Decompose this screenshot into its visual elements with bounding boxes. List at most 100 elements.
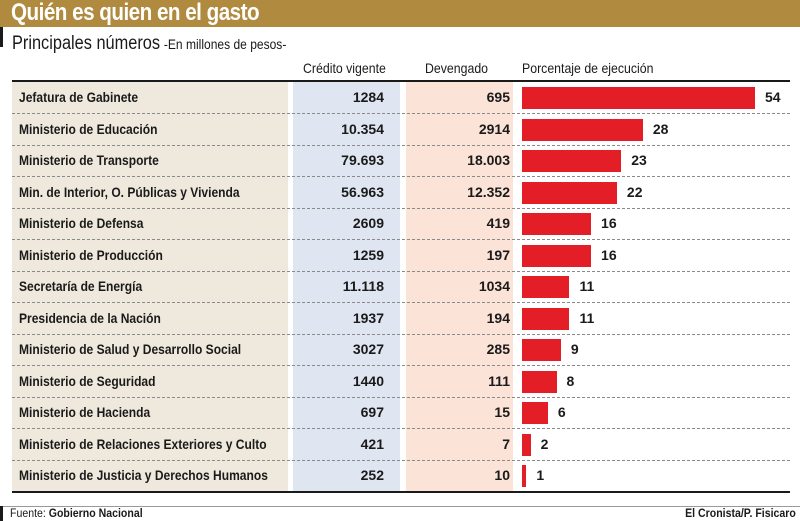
row-name: Ministerio de Transporte <box>19 152 159 168</box>
execution-percent-label: 8 <box>566 372 575 389</box>
table-row: Ministerio de Salud y Desarrollo Social 3… <box>12 334 790 366</box>
source-value: Gobierno Nacional <box>48 506 143 520</box>
subtitle-unit-note: -En millones de pesos- <box>163 36 287 52</box>
execution-bar <box>522 307 570 330</box>
execution-percent-label: 2 <box>540 435 549 452</box>
row-divider <box>12 396 790 398</box>
execution-percent-label: 11 <box>579 278 595 294</box>
row-credito-value: 421 <box>360 435 384 452</box>
row-devengado-value: 18.003 <box>467 152 510 168</box>
execution-bar <box>522 465 527 487</box>
chart-subtitle: Principales números -En millones de peso… <box>12 33 286 55</box>
execution-bar <box>522 402 548 424</box>
execution-percent-label: 22 <box>626 183 643 200</box>
row-devengado-value: 2914 <box>478 120 510 137</box>
table-row: Ministerio de Relaciones Exteriores y Cu… <box>12 429 790 461</box>
execution-bar <box>522 87 755 109</box>
title-bar: Quién es quien en el gasto <box>0 0 800 27</box>
execution-bar <box>522 339 561 361</box>
source-note: Fuente: Gobierno Nacional <box>10 506 143 520</box>
row-divider <box>12 144 790 146</box>
row-name: Ministerio de Justicia y Derechos Humano… <box>19 467 268 483</box>
row-devengado-value: 419 <box>486 215 510 231</box>
row-name: Ministerio de Educación <box>19 120 158 137</box>
row-credito-value: 11.118 <box>342 278 384 294</box>
execution-percent-label: 1 <box>536 467 545 483</box>
row-devengado-value: 12.352 <box>467 183 510 200</box>
row-name: Ministerio de Seguridad <box>19 372 156 389</box>
table-row: Secretaría de Energía 11.118 1034 11 <box>12 271 790 303</box>
execution-bar <box>522 370 557 393</box>
execution-percent-label: 16 <box>601 246 617 263</box>
row-devengado-value: 15 <box>494 404 510 420</box>
row-name: Ministerio de Salud y Desarrollo Social <box>19 341 242 357</box>
table-row: Jefatura de Gabinete 1284 695 54 <box>12 82 790 114</box>
footer-accent-rule <box>0 506 3 521</box>
row-name: Ministerio de Producción <box>19 246 163 263</box>
row-devengado-value: 285 <box>486 341 510 357</box>
row-divider <box>12 333 790 335</box>
execution-bar <box>522 181 617 204</box>
row-divider <box>12 113 790 114</box>
row-divider <box>12 239 790 240</box>
execution-bar <box>522 150 622 172</box>
row-devengado-value: 10 <box>494 467 510 483</box>
row-name: Ministerio de Defensa <box>19 215 144 231</box>
credito-column-background <box>293 82 400 491</box>
devengado-column-background <box>406 82 513 491</box>
credit-note: El Cronista/P. Fisicaro <box>685 506 796 520</box>
column-header-porcentaje: Porcentaje de ejecución <box>522 60 654 76</box>
row-devengado-value: 194 <box>486 309 510 326</box>
row-divider <box>12 207 790 209</box>
table-row: Min. de Interior, O. Públicas y Vivienda… <box>12 177 790 209</box>
row-credito-value: 252 <box>360 467 384 483</box>
table-row: Ministerio de Producción 1259 197 16 <box>12 240 790 272</box>
row-name: Presidencia de la Nación <box>19 309 161 326</box>
row-credito-value: 1259 <box>352 246 384 263</box>
row-credito-value: 56.963 <box>341 183 384 200</box>
name-column-background <box>12 82 288 491</box>
table-top-rule <box>12 80 790 82</box>
row-divider <box>12 459 790 461</box>
row-credito-value: 1284 <box>352 89 384 105</box>
row-credito-value: 10.354 <box>341 120 384 137</box>
execution-percent-label: 9 <box>570 341 579 357</box>
table-row: Ministerio de Defensa 2609 419 16 <box>12 208 790 240</box>
row-credito-value: 1937 <box>352 309 384 326</box>
column-header-devengado: Devengado <box>425 60 489 76</box>
row-credito-value: 3027 <box>352 341 384 357</box>
row-credito-value: 2609 <box>352 215 384 231</box>
source-label: Fuente: <box>10 506 49 520</box>
subtitle-main: Principales números <box>12 33 161 54</box>
table-row: Presidencia de la Nación 1937 194 11 <box>12 303 790 335</box>
chart-title: Quién es quien en el gasto <box>11 0 260 26</box>
row-divider <box>12 302 790 303</box>
execution-bar <box>522 276 570 298</box>
execution-percent-label: 54 <box>765 89 781 105</box>
row-name: Min. de Interior, O. Públicas y Vivienda <box>19 183 240 200</box>
row-divider <box>12 176 790 177</box>
table-bottom-rule <box>12 491 790 493</box>
row-name: Jefatura de Gabinete <box>19 89 139 105</box>
row-credito-value: 697 <box>360 404 384 420</box>
execution-bar <box>522 244 592 267</box>
row-credito-value: 1440 <box>352 372 384 389</box>
left-accent-rule <box>0 27 3 47</box>
row-divider <box>12 428 790 429</box>
row-devengado-value: 111 <box>488 372 510 389</box>
row-devengado-value: 7 <box>502 435 510 452</box>
row-divider <box>12 365 790 366</box>
row-name: Ministerio de Relaciones Exteriores y Cu… <box>19 435 267 452</box>
row-divider <box>12 270 790 272</box>
footer-divider <box>3 506 800 507</box>
table-row: Ministerio de Hacienda 697 15 6 <box>12 397 790 429</box>
row-devengado-value: 197 <box>486 246 510 263</box>
execution-percent-label: 23 <box>631 152 647 168</box>
row-name: Ministerio de Hacienda <box>19 404 151 420</box>
row-devengado-value: 695 <box>486 89 510 105</box>
table-row: Ministerio de Educación 10.354 2914 28 <box>12 114 790 146</box>
execution-bar <box>522 118 643 141</box>
row-name: Secretaría de Energía <box>19 278 143 294</box>
execution-percent-label: 16 <box>601 215 617 231</box>
execution-percent-label: 6 <box>557 404 566 420</box>
